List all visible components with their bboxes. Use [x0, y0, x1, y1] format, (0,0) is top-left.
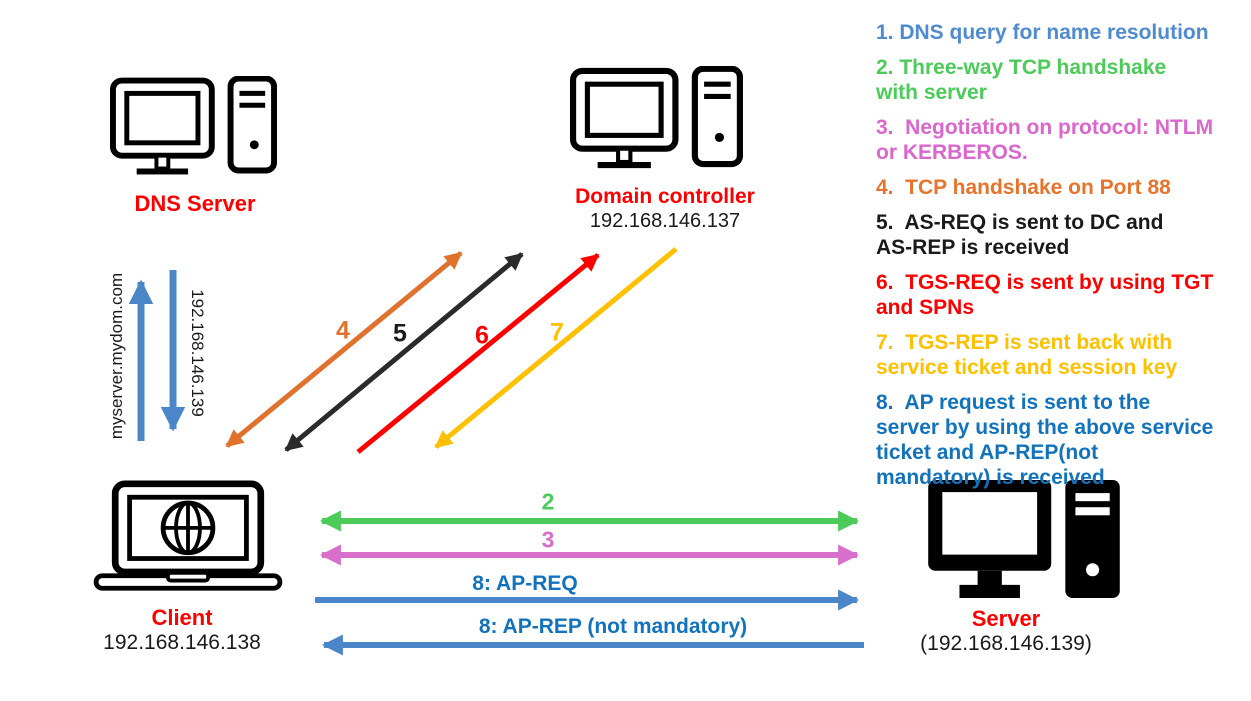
arrow-7-tgs-rep	[434, 247, 678, 449]
ap-rep-label: 8: AP-REP (not mandatory)	[478, 615, 748, 638]
step-7: 7. TGS-REP is sent back with service tic…	[876, 331, 1178, 379]
ap-req-label: 8: AP-REQ	[472, 572, 578, 595]
arrow-4-number: 4	[336, 316, 350, 345]
globe-icon	[160, 500, 216, 556]
step-8: 8. AP request is sent to the server by u…	[876, 391, 1214, 489]
dns-server-icon	[110, 76, 278, 175]
step-1: 1. DNS query for name resolution	[876, 21, 1209, 44]
arrow-3-number: 3	[541, 526, 555, 553]
arrow-6-tgs-req	[356, 253, 600, 454]
domain-controller-icon	[570, 66, 743, 169]
server-ip: (192.168.146.139)	[920, 632, 1092, 655]
step-4: 4. TCP handshake on Port 88	[876, 176, 1171, 199]
client-label: Client	[151, 605, 213, 630]
step-5: 5. AS-REQ is sent to DC and AS-REP is re…	[876, 211, 1164, 259]
dns-query-label: myserver.mydom.com	[107, 272, 126, 440]
arrow-6-number: 6	[475, 321, 489, 350]
arrow-5-as-exchange	[284, 252, 524, 452]
dns-response-label: 192.168.146.139	[188, 289, 207, 417]
domain-controller-label: Domain controller	[575, 185, 755, 208]
client-ip: 192.168.146.138	[103, 631, 261, 654]
arrow-4-tcp-port88	[225, 251, 463, 448]
domain-controller-ip: 192.168.146.137	[589, 210, 741, 232]
step-2: 2. Three-way TCP handshake with server	[876, 56, 1167, 104]
arrow-2-number: 2	[541, 488, 555, 515]
step-6: 6. TGS-REQ is sent by using TGT and SPNs	[876, 271, 1214, 319]
server-label: Server	[971, 606, 1041, 631]
server-icon	[928, 480, 1120, 598]
step-3: 3. Negotiation on protocol: NTLM or KERB…	[876, 116, 1214, 164]
dns-server-label: DNS Server	[134, 191, 256, 216]
arrow-5-number: 5	[393, 319, 407, 348]
arrow-7-number: 7	[550, 318, 564, 347]
steps-list: 1. DNS query for name resolution 2. Thre…	[876, 20, 1248, 500]
client-laptop-icon	[93, 480, 283, 591]
